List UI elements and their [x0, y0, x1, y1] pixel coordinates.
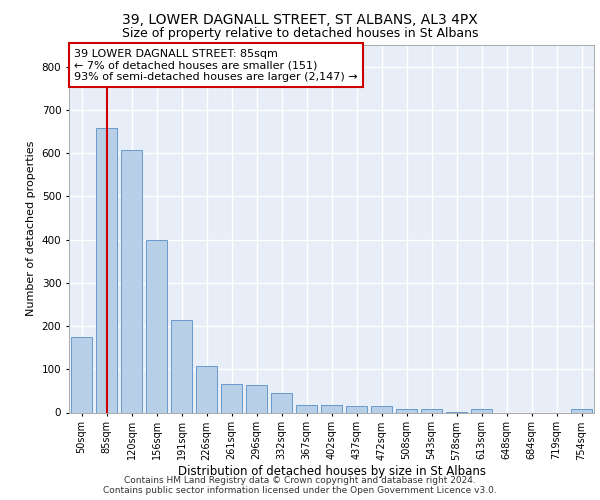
- Bar: [271, 393, 292, 412]
- Bar: [396, 409, 417, 412]
- Text: 39, LOWER DAGNALL STREET, ST ALBANS, AL3 4PX: 39, LOWER DAGNALL STREET, ST ALBANS, AL3…: [122, 12, 478, 26]
- Bar: [96, 128, 117, 412]
- X-axis label: Distribution of detached houses by size in St Albans: Distribution of detached houses by size …: [178, 465, 485, 478]
- Bar: [71, 337, 92, 412]
- Bar: [221, 384, 242, 412]
- Bar: [321, 405, 342, 412]
- Bar: [571, 410, 592, 412]
- Text: Size of property relative to detached houses in St Albans: Size of property relative to detached ho…: [122, 28, 478, 40]
- Bar: [171, 320, 192, 412]
- Bar: [296, 404, 317, 412]
- Bar: [121, 150, 142, 412]
- Bar: [246, 386, 267, 412]
- Text: Contains HM Land Registry data © Crown copyright and database right 2024.
Contai: Contains HM Land Registry data © Crown c…: [103, 476, 497, 495]
- Y-axis label: Number of detached properties: Number of detached properties: [26, 141, 36, 316]
- Bar: [421, 409, 442, 412]
- Bar: [471, 409, 492, 412]
- Bar: [346, 406, 367, 412]
- Text: 39 LOWER DAGNALL STREET: 85sqm
← 7% of detached houses are smaller (151)
93% of : 39 LOWER DAGNALL STREET: 85sqm ← 7% of d…: [74, 48, 358, 82]
- Bar: [371, 406, 392, 412]
- Bar: [196, 366, 217, 412]
- Bar: [146, 240, 167, 412]
